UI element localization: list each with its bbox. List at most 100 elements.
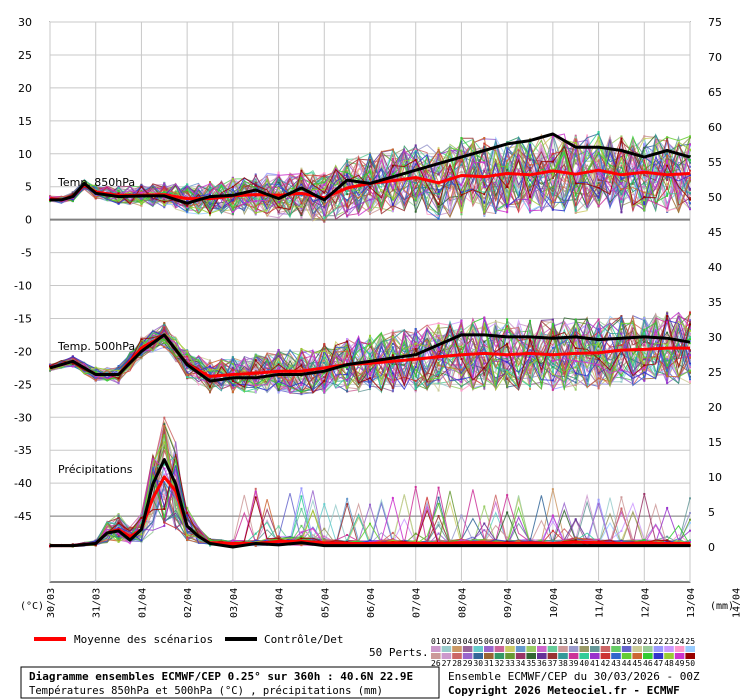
perturbation-point <box>117 365 120 368</box>
pert-legend-swatch <box>547 653 558 659</box>
perturbation-point <box>71 200 74 203</box>
perturbation-point <box>529 148 531 151</box>
y-right-tick-label: 70 <box>708 51 722 64</box>
perturbation-point <box>300 206 303 209</box>
pert-legend-swatch <box>600 646 611 652</box>
pert-legend-number: 44 <box>622 659 632 668</box>
perturbation-point <box>414 348 417 351</box>
perturbation-point <box>391 198 394 201</box>
perturbation-point <box>666 367 669 370</box>
perturbation-point <box>346 497 349 500</box>
perturbation-point <box>414 163 417 166</box>
perturbation-point <box>346 360 349 363</box>
perturbation-point <box>643 332 646 335</box>
perturbation-point <box>506 381 509 384</box>
perturbation-point <box>369 358 371 361</box>
perturbation-point <box>529 319 531 322</box>
pert-legend-swatch <box>685 646 695 652</box>
perturbation-point <box>414 485 417 488</box>
perturbation-point <box>254 209 257 212</box>
perturbation-point <box>300 389 303 392</box>
perturbation-point <box>643 338 646 341</box>
perturbation-point <box>254 544 257 547</box>
perturbation-point <box>689 187 691 190</box>
perturbation-point <box>323 539 326 542</box>
perturbation-point <box>346 358 349 361</box>
perturbation-point <box>620 137 623 140</box>
perturbation-point <box>689 375 691 378</box>
perturbation-point <box>437 521 440 524</box>
perturbation-point <box>369 206 371 209</box>
perturbation-point <box>369 153 371 156</box>
perturbation-point <box>437 171 440 174</box>
perturbation-point <box>254 182 257 185</box>
perturbation-point <box>529 325 531 328</box>
perturbation-point <box>369 377 371 380</box>
perturbation-point <box>551 201 554 204</box>
perturbation-point <box>643 373 646 376</box>
perturbation-point <box>414 188 417 191</box>
perturbation-point <box>551 318 554 321</box>
perturbation-point <box>369 354 371 357</box>
perturbation-point <box>414 362 417 365</box>
y-left-tick-label: 20 <box>18 82 32 95</box>
perturbation-point <box>277 361 280 364</box>
perturbation-point <box>529 374 531 377</box>
perturbation-point <box>117 192 120 195</box>
perturbation-point <box>254 366 257 369</box>
perturbation-point <box>551 366 554 369</box>
perturbation-point <box>597 357 600 360</box>
perturbation-point <box>254 174 257 177</box>
perturbation-point <box>551 152 554 155</box>
perturbation-point <box>323 191 326 194</box>
perturbation-point <box>483 522 486 525</box>
perturbation-point <box>117 378 120 381</box>
perturbation-point <box>209 210 211 213</box>
perturbation-point <box>551 379 554 382</box>
perturbation-point <box>483 368 486 371</box>
perturbation-point <box>117 186 120 189</box>
perturbation-point <box>369 165 371 168</box>
perturbation-point <box>414 383 417 386</box>
perturbation-point <box>231 205 234 208</box>
perturbation-point <box>551 208 554 211</box>
pert-legend-swatch <box>473 653 483 659</box>
perturbation-point <box>163 202 166 205</box>
perturbation-point <box>391 329 394 332</box>
perturbation-point <box>163 197 166 200</box>
perturbation-point <box>163 200 166 203</box>
perturbation-point <box>300 538 303 541</box>
perturbation-point <box>620 340 623 343</box>
perturbation-point <box>346 366 349 369</box>
perturbation-point <box>277 206 280 209</box>
perturbation-point <box>94 377 97 380</box>
perturbation-point <box>506 361 509 364</box>
perturbation-point <box>551 135 554 138</box>
perturbation-point <box>140 539 143 542</box>
perturbation-point <box>300 487 303 490</box>
perturbation-point <box>414 178 417 181</box>
pert-legend-number: 31 <box>484 659 494 668</box>
perturbation-point <box>323 203 326 206</box>
perturbation-point <box>231 199 234 202</box>
y-left-tick-label: -25 <box>14 378 32 391</box>
perturbation-point <box>689 512 691 515</box>
pert-legend-swatch <box>462 646 473 652</box>
perturbation-point <box>483 158 486 161</box>
perturbation-point <box>323 352 326 355</box>
perturbation-point <box>346 390 349 393</box>
perturbation-point <box>231 381 234 384</box>
y-right-tick-label: 55 <box>708 156 722 169</box>
perturbation-point <box>369 198 371 201</box>
perturbation-point <box>597 355 600 358</box>
perturbation-point <box>460 378 463 381</box>
perturbation-point <box>483 156 486 159</box>
perturbation-point <box>117 535 120 538</box>
right-unit: (mm) <box>710 601 734 612</box>
pert-legend-number: 18 <box>611 637 621 646</box>
perturbation-point <box>163 515 166 518</box>
perturbation-point <box>437 348 440 351</box>
perturbation-point <box>186 357 189 360</box>
perturbation-point <box>391 348 394 351</box>
perturbation-point <box>414 342 417 345</box>
